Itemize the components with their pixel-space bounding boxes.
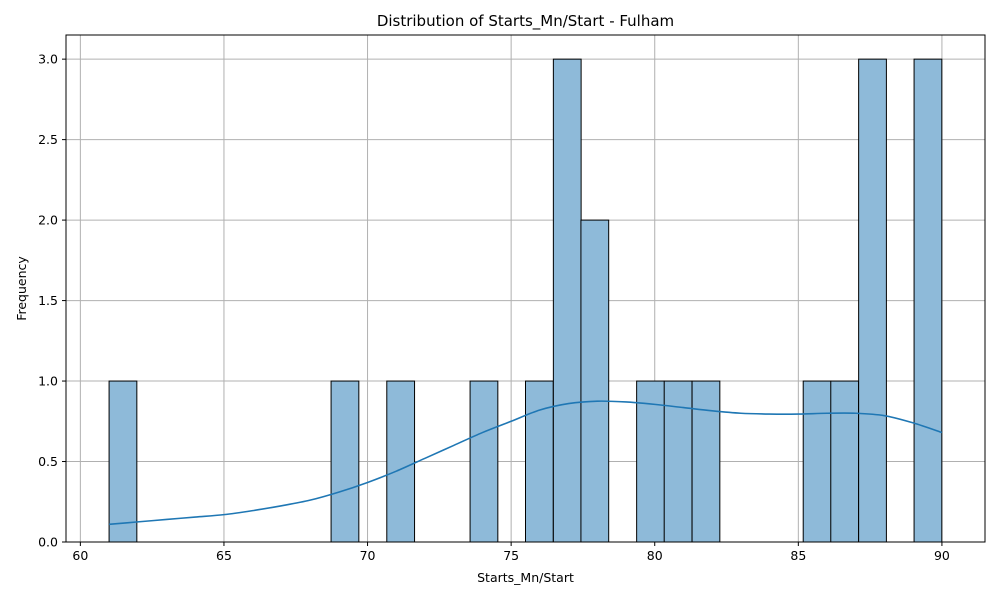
histogram-bar (469, 380, 499, 543)
histogram-bar (691, 380, 721, 543)
y-tick-label: 1.0 (38, 374, 58, 389)
x-tick-label: 65 (216, 548, 232, 563)
histogram-bar (552, 58, 582, 543)
histogram-bar (525, 380, 554, 543)
x-tick-label: 80 (647, 548, 663, 563)
histogram-bar (802, 380, 832, 543)
y-axis-ticks: 0.0 0.5 1.0 1.5 2.0 2.5 3.0 (38, 52, 66, 550)
x-axis-ticks: 60 65 70 75 80 85 90 (72, 542, 950, 563)
y-tick-label: 2.0 (38, 213, 58, 228)
histogram-bar (913, 58, 943, 543)
x-tick-label: 75 (503, 548, 519, 563)
histogram-bar (636, 380, 665, 543)
x-tick-label: 90 (934, 548, 950, 563)
x-axis-label: Starts_Mn/Start (477, 570, 574, 585)
plot-frame (65, 34, 986, 543)
histogram-bar (386, 380, 416, 543)
y-axis-label: Frequency (14, 256, 29, 321)
y-tick-label: 3.0 (38, 52, 58, 67)
histogram-bar (830, 380, 860, 543)
histogram-bar (580, 219, 610, 543)
x-tick-label: 70 (360, 548, 376, 563)
histogram-bar (330, 380, 360, 543)
x-tick-label: 85 (790, 548, 806, 563)
kde-curve (109, 400, 943, 526)
x-tick-label: 60 (72, 548, 88, 563)
histogram-bar (108, 380, 138, 543)
y-tick-label: 2.5 (38, 132, 58, 147)
histogram-bar (858, 58, 887, 543)
y-tick-label: 0.0 (38, 535, 58, 550)
chart-title: Distribution of Starts_Mn/Start - Fulham (377, 12, 674, 31)
kde-curve-layer (109, 400, 943, 526)
y-tick-label: 1.5 (38, 293, 58, 308)
y-tick-label: 0.5 (38, 454, 58, 469)
